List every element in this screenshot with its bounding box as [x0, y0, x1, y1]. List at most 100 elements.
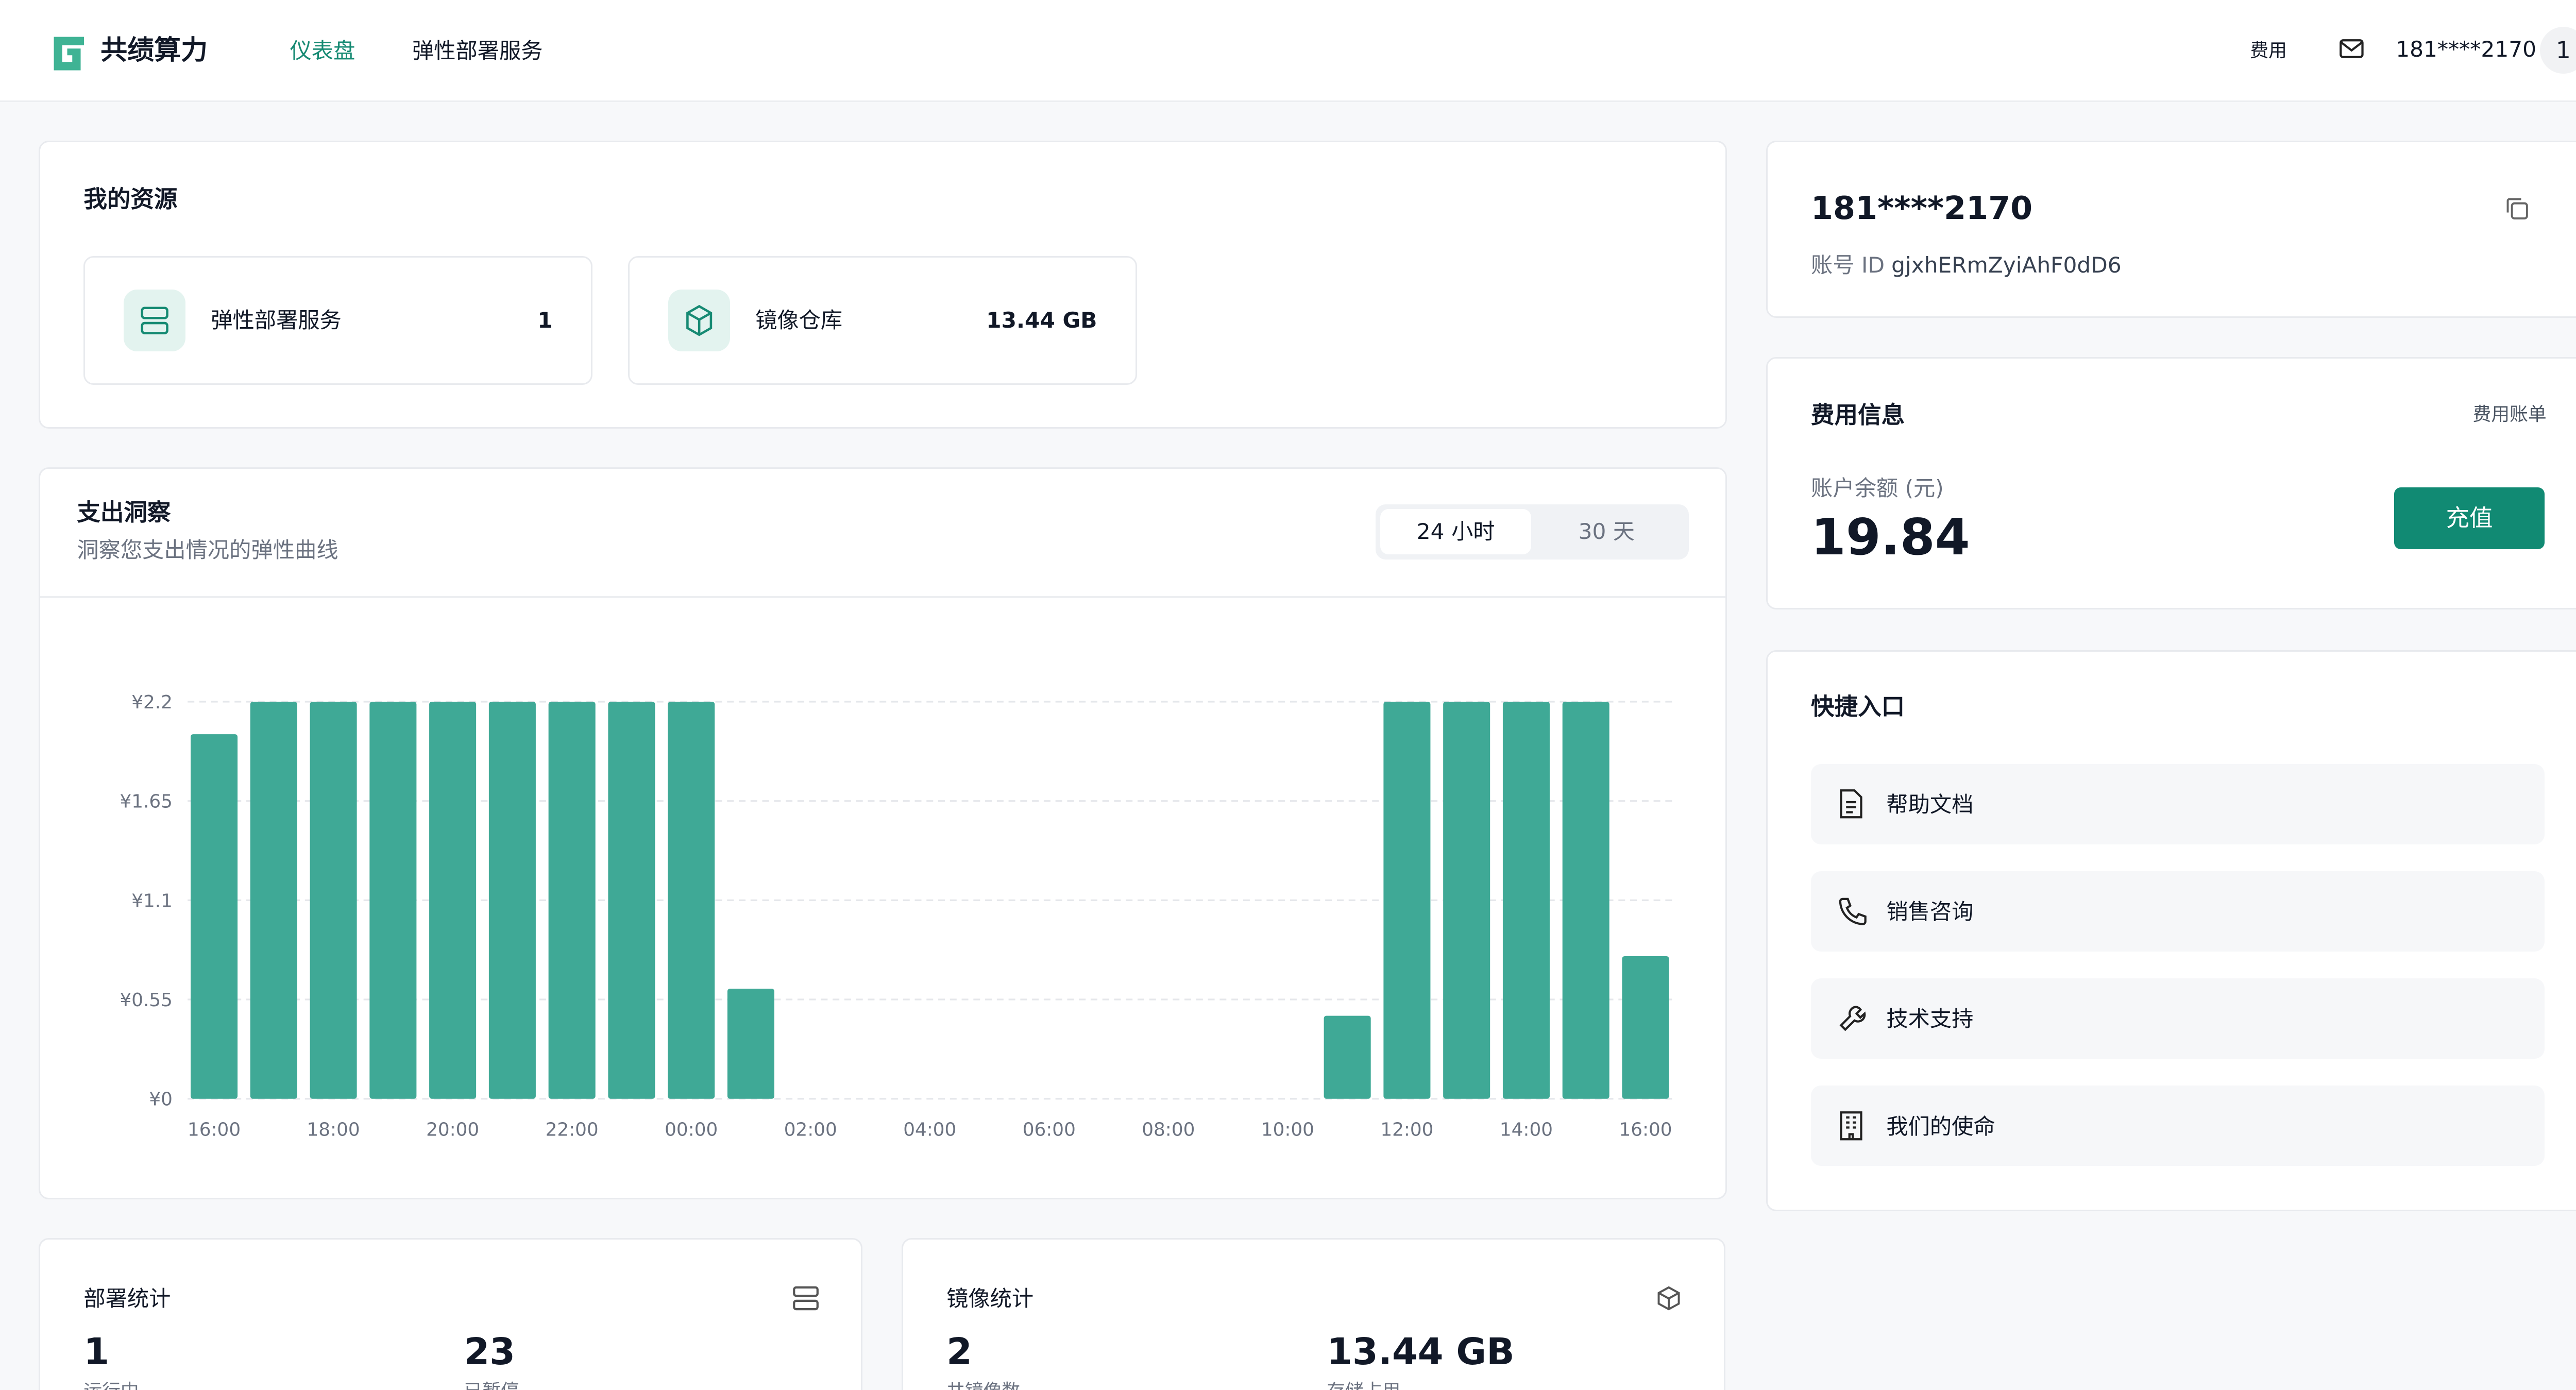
card-title: 费用信息 [1811, 401, 1905, 429]
nav-link[interactable]: 仪表盘 [290, 38, 355, 64]
resource-label: 弹性部署服务 [211, 308, 342, 333]
quick-link[interactable]: 帮助文档 [1811, 764, 2545, 844]
copy-icon[interactable] [2504, 196, 2530, 221]
y-tick-label: ¥0 [149, 1089, 173, 1110]
y-tick-label: ¥0.55 [120, 990, 172, 1011]
bar [727, 989, 774, 1099]
bar-chart: ¥0 ¥0.55 ¥1.1 ¥1.65 ¥2.2 16:00 18:00 20:00 22:00… [120, 692, 1675, 1141]
building-icon [1840, 1111, 1862, 1141]
quick-link[interactable]: 我们的使命 [1811, 1085, 2545, 1166]
x-tick-label: 00:00 [665, 1120, 718, 1141]
stat-value: 13.44 GB [1327, 1330, 1515, 1374]
x-tick-label: 02:00 [784, 1120, 837, 1141]
bill-link[interactable]: 费用账单 [2472, 403, 2547, 425]
account-id: gjxhERmZyiAhF0dD6 [1891, 252, 2122, 278]
id-label: 账号 ID [1811, 252, 1885, 278]
icon-bg [668, 290, 731, 352]
fees-card: 费用信息 费用账单 账户余额 (元) 19.84 充值 [1766, 357, 2576, 610]
nav-link[interactable]: 弹性部署服务 [412, 38, 543, 64]
x-tick-label: 12:00 [1380, 1120, 1433, 1141]
balance-label: 账户余额 (元) [1811, 475, 1944, 501]
quick-link[interactable]: 销售咨询 [1811, 871, 2545, 952]
divider [40, 596, 1726, 598]
stat-value: 23 [464, 1330, 516, 1374]
bar [1443, 702, 1490, 1099]
balance: 19.84 [1811, 507, 1970, 567]
fee-link[interactable]: 费用 [2250, 40, 2287, 62]
quick-label: 销售咨询 [1886, 899, 1974, 925]
resource-item[interactable]: 镜像仓库 13.44 GB [628, 256, 1138, 385]
y-tick-label: ¥1.65 [120, 791, 172, 812]
bar [429, 702, 476, 1099]
bar [608, 702, 655, 1099]
resource-label: 镜像仓库 [755, 308, 843, 333]
card-title: 我的资源 [83, 185, 178, 213]
stat-label: 运行中 [83, 1382, 139, 1390]
tab-group: 24 小时 30 天 [1375, 504, 1689, 560]
resource-item[interactable]: 弹性部署服务 1 [83, 256, 593, 385]
recharge-button[interactable]: 充值 [2394, 487, 2545, 550]
x-tick-label: 06:00 [1023, 1120, 1076, 1141]
quick-label: 技术支持 [1886, 1006, 1974, 1032]
bar [1324, 1015, 1371, 1099]
x-tick-label: 16:00 [188, 1120, 241, 1141]
stat-label: 共镜像数 [946, 1382, 1020, 1390]
bar [488, 702, 536, 1099]
bar [1562, 702, 1609, 1099]
bar [1502, 702, 1550, 1099]
y-tick-label: ¥1.1 [131, 891, 173, 912]
x-tick-label: 08:00 [1142, 1120, 1195, 1141]
quick-card: 快捷入口 帮助文档 销售咨询 技术支持 我们的使命 [1766, 650, 2576, 1211]
box-icon [686, 304, 713, 336]
tab-active[interactable]: 24 小时 [1380, 509, 1531, 555]
x-tick-label: 10:00 [1261, 1120, 1314, 1141]
stats-card: 部署统计 1 运行中 23 已暂停 [38, 1238, 863, 1390]
bar [1622, 956, 1669, 1099]
box-icon [1657, 1286, 1680, 1311]
resources-card: 我的资源 弹性部署服务 1 镜像仓库 13.44 GB [38, 141, 1727, 429]
x-tick-label: 18:00 [307, 1120, 360, 1141]
wrench-icon [1839, 1005, 1866, 1031]
bar [250, 702, 297, 1099]
x-tick-label: 20:00 [426, 1120, 479, 1141]
card-title: 部署统计 [83, 1286, 171, 1312]
logo [54, 37, 84, 71]
quick-link[interactable]: 技术支持 [1811, 978, 2545, 1059]
brand: 共绩算力 [100, 35, 208, 66]
card-subtitle: 洞察您支出情况的弹性曲线 [77, 537, 338, 563]
server-icon [793, 1286, 819, 1311]
bar [1383, 702, 1431, 1099]
bar [310, 702, 357, 1099]
avatar[interactable]: 1 [2539, 27, 2576, 74]
card-title: 快捷入口 [1811, 693, 1905, 721]
bar [667, 702, 715, 1099]
insight-card: 支出洞察 洞察您支出情况的弹性曲线 24 小时 30 天 ¥0 ¥0.55 ¥1.1… [38, 467, 1727, 1199]
stat-value: 1 [83, 1330, 110, 1374]
server-icon [141, 307, 168, 334]
account-card: 181****2170 账号 ID gjxhERmZyiAhF0dD6 [1766, 141, 2576, 318]
stat-value: 2 [946, 1330, 972, 1374]
bar [548, 702, 596, 1099]
x-tick-label: 04:00 [903, 1120, 956, 1141]
bar [190, 734, 238, 1099]
icon-bg [124, 290, 186, 352]
bar [369, 702, 417, 1099]
stat-label: 已暂停 [464, 1382, 519, 1390]
tab[interactable]: 30 天 [1578, 519, 1635, 545]
account-name: 181****2170 [1811, 189, 2033, 227]
user-name[interactable]: 181****2170 [2396, 36, 2536, 62]
mail-icon[interactable] [2339, 39, 2364, 59]
doc-icon [1840, 789, 1862, 819]
x-tick-label: 22:00 [545, 1120, 598, 1141]
quick-label: 我们的使命 [1886, 1113, 1995, 1139]
card-title: 镜像统计 [946, 1286, 1034, 1312]
stat-label: 存储占用 [1327, 1382, 1400, 1390]
y-tick-label: ¥2.2 [131, 692, 173, 713]
x-tick-label: 16:00 [1619, 1120, 1672, 1141]
header: 共绩算力 仪表盘 弹性部署服务 费用 181****2170 1 [0, 0, 2576, 103]
x-tick-label: 14:00 [1500, 1120, 1553, 1141]
resource-value: 13.44 GB [986, 308, 1097, 333]
resource-value: 1 [537, 308, 553, 333]
quick-label: 帮助文档 [1886, 792, 1974, 818]
